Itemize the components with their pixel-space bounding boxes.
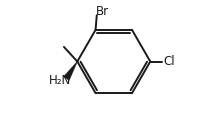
Text: H₂N: H₂N	[49, 74, 71, 87]
Text: Cl: Cl	[163, 55, 175, 68]
Text: Br: Br	[96, 5, 109, 18]
Polygon shape	[63, 61, 77, 80]
